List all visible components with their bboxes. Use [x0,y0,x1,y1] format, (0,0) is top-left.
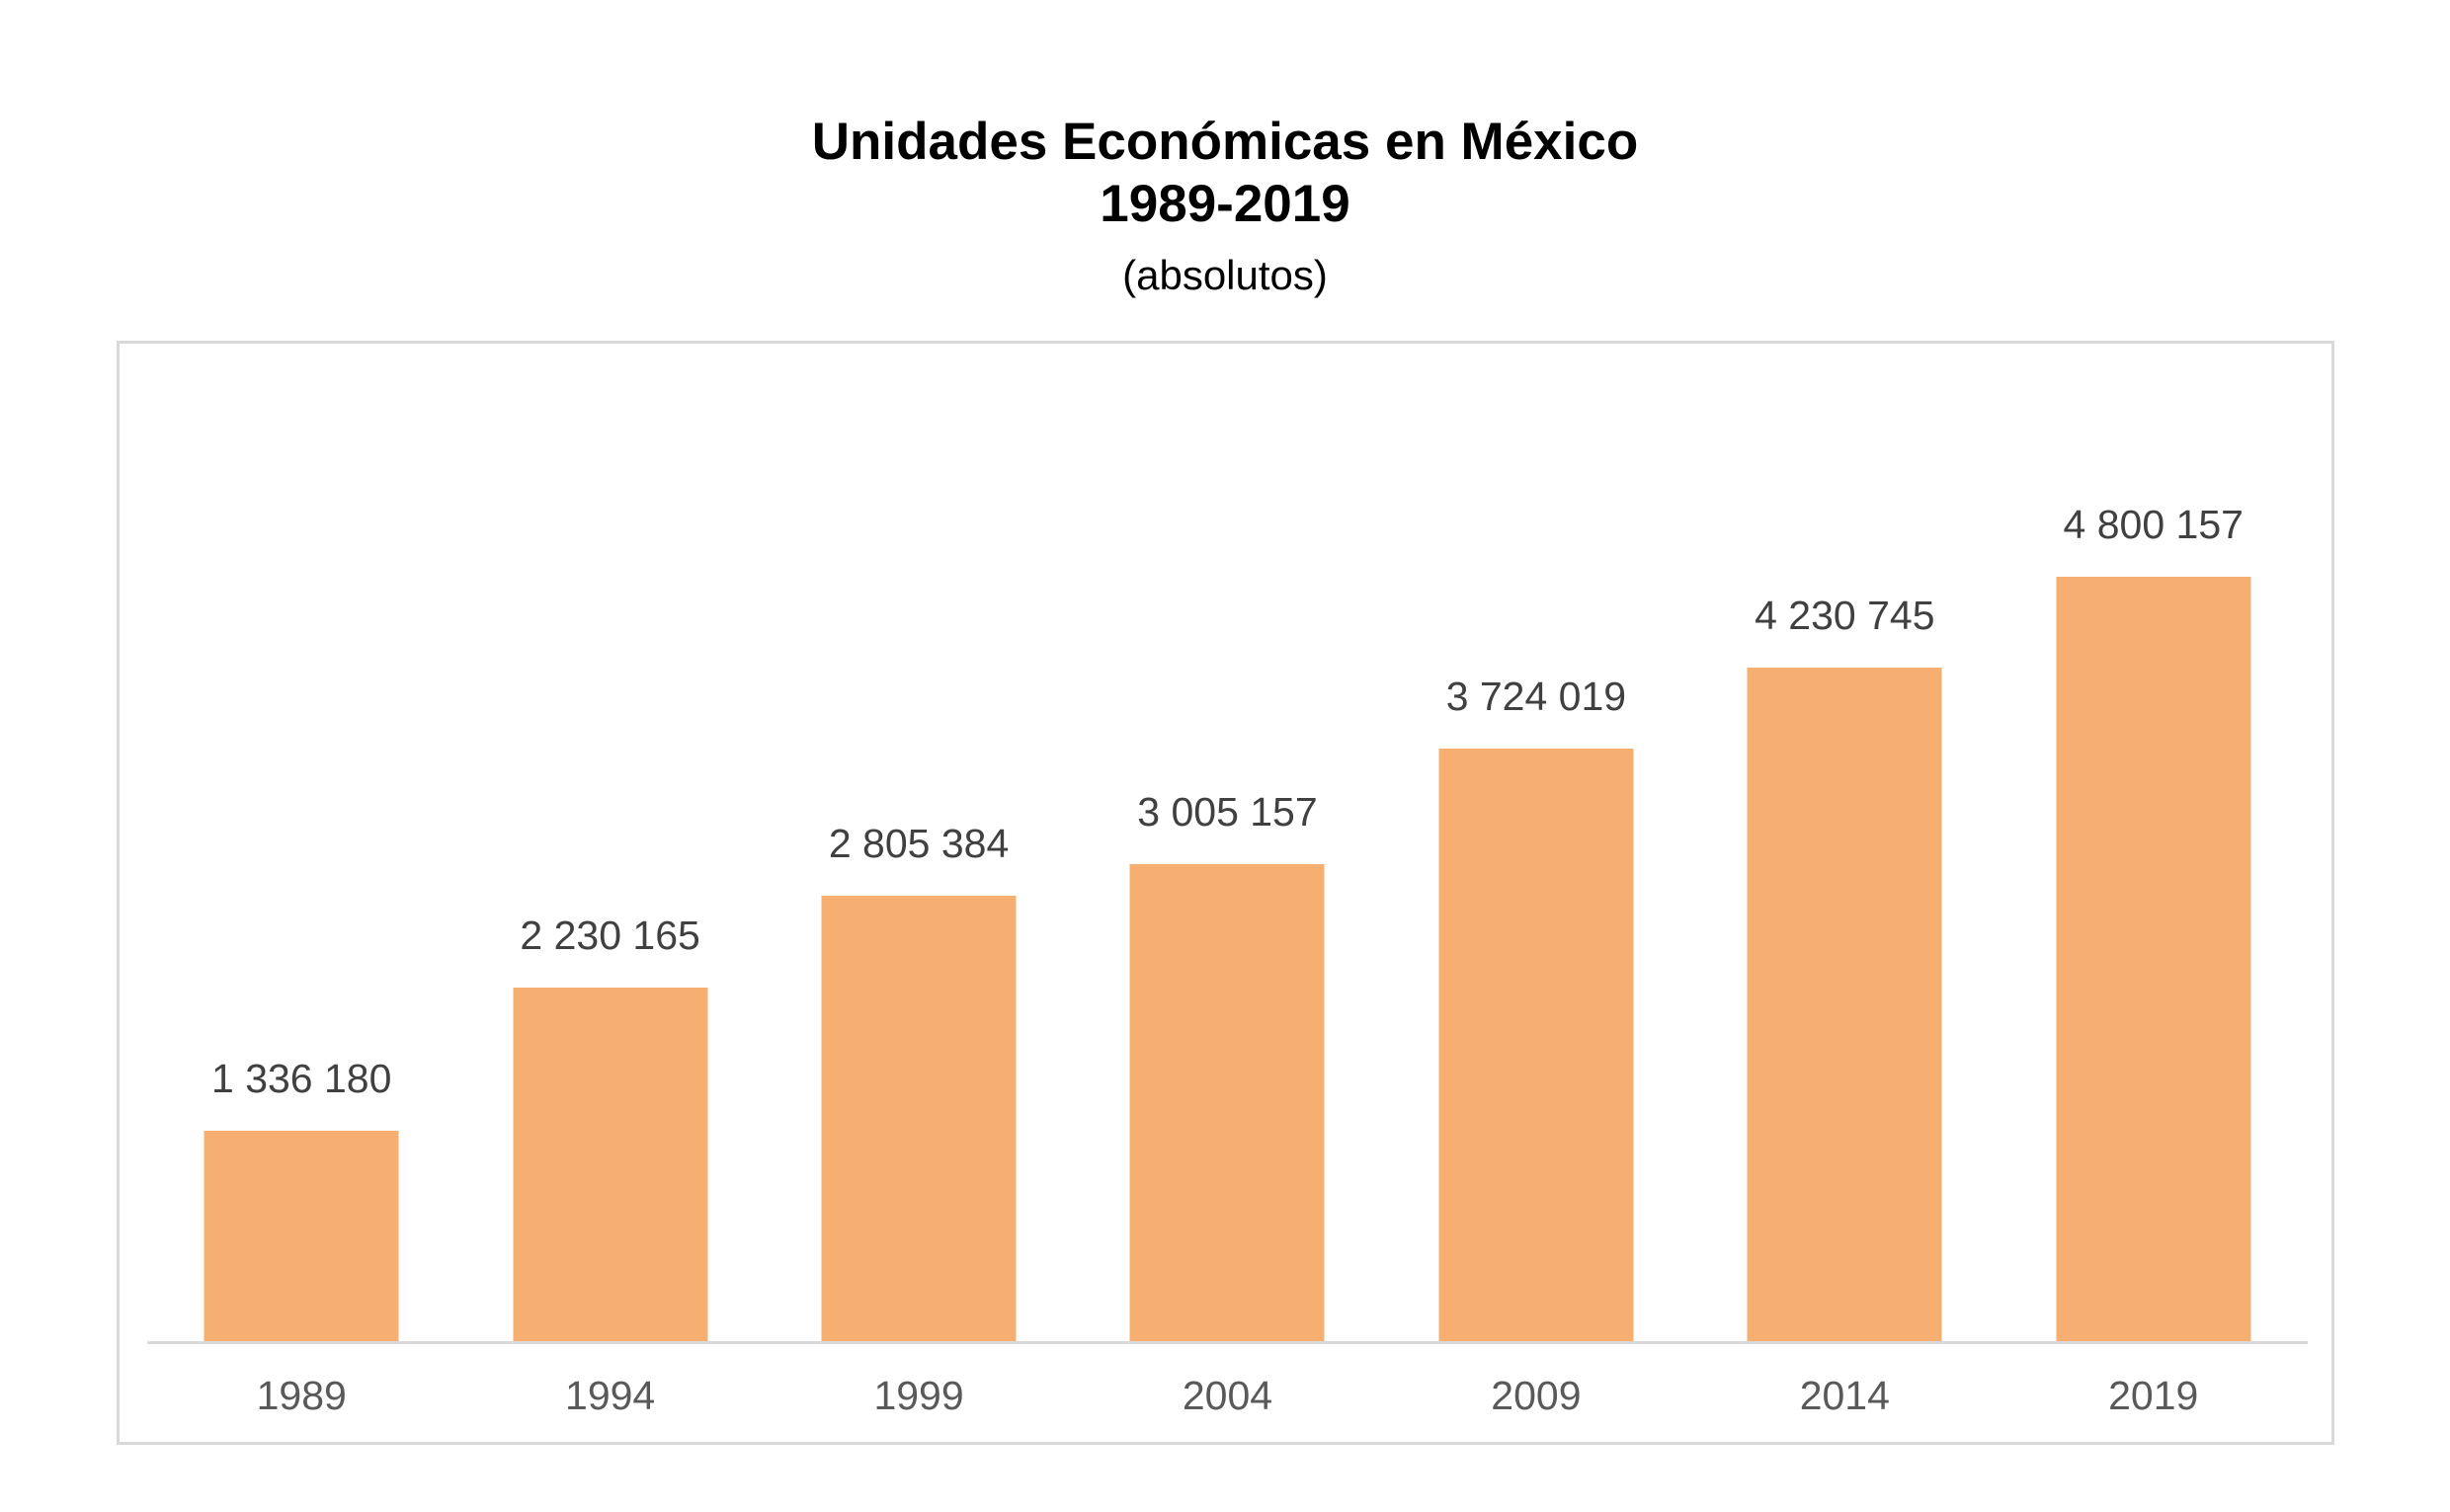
bar-group-1989: 1 336 180 [147,385,455,1344]
x-axis-label-2004: 2004 [1182,1373,1273,1418]
chart-title-line-2: 1989-2019 [1100,175,1350,233]
bar-group-1999: 2 805 384 [765,385,1073,1344]
x-axis-label-2019: 2019 [2108,1373,2199,1418]
plot-area: 1 336 180 2 230 165 2 805 384 3 005 157 3 72… [147,385,2308,1344]
x-axis-label-1999: 1999 [873,1373,964,1418]
bar-2009 [1438,749,1634,1344]
bar-2004 [1129,864,1325,1344]
x-axis-label-2009: 2009 [1491,1373,1582,1418]
x-axis-labels-row: 1989 1994 1999 2004 2009 2014 2019 [147,1371,2308,1420]
value-label-2004: 3 005 157 [1137,789,1318,835]
value-label-2014: 4 230 745 [1755,593,1935,638]
bar-group-1994: 2 230 165 [455,385,764,1344]
chart-panel: 1 336 180 2 230 165 2 805 384 3 005 157 3 72… [117,341,2334,1445]
bar-group-2019: 4 800 157 [2000,385,2308,1344]
x-axis-label-1989: 1989 [256,1373,347,1418]
chart-title-line-1: Unidades Económicas en México [811,113,1639,171]
x-axis-label-1994: 1994 [565,1373,656,1418]
bar-1999 [821,896,1017,1344]
x-axis-line [147,1341,2308,1344]
x-axis-label-2014: 2014 [1799,1373,1890,1418]
bar-1994 [513,988,708,1344]
value-label-2019: 4 800 157 [2063,502,2244,547]
chart-title-block: Unidades Económicas en México 1989-2019 … [0,111,2450,300]
bar-2019 [2056,577,2251,1344]
bar-2014 [1747,668,1942,1344]
value-label-2009: 3 724 019 [1445,674,1627,719]
value-label-1999: 2 805 384 [828,821,1010,866]
bar-group-2009: 3 724 019 [1382,385,1690,1344]
bar-1989 [204,1131,399,1344]
bar-group-2004: 3 005 157 [1073,385,1381,1344]
chart-subtitle: (absolutos) [1122,252,1328,298]
value-label-1994: 2 230 165 [520,913,700,958]
bar-group-2014: 4 230 745 [1690,385,1999,1344]
value-label-1989: 1 336 180 [211,1056,392,1101]
